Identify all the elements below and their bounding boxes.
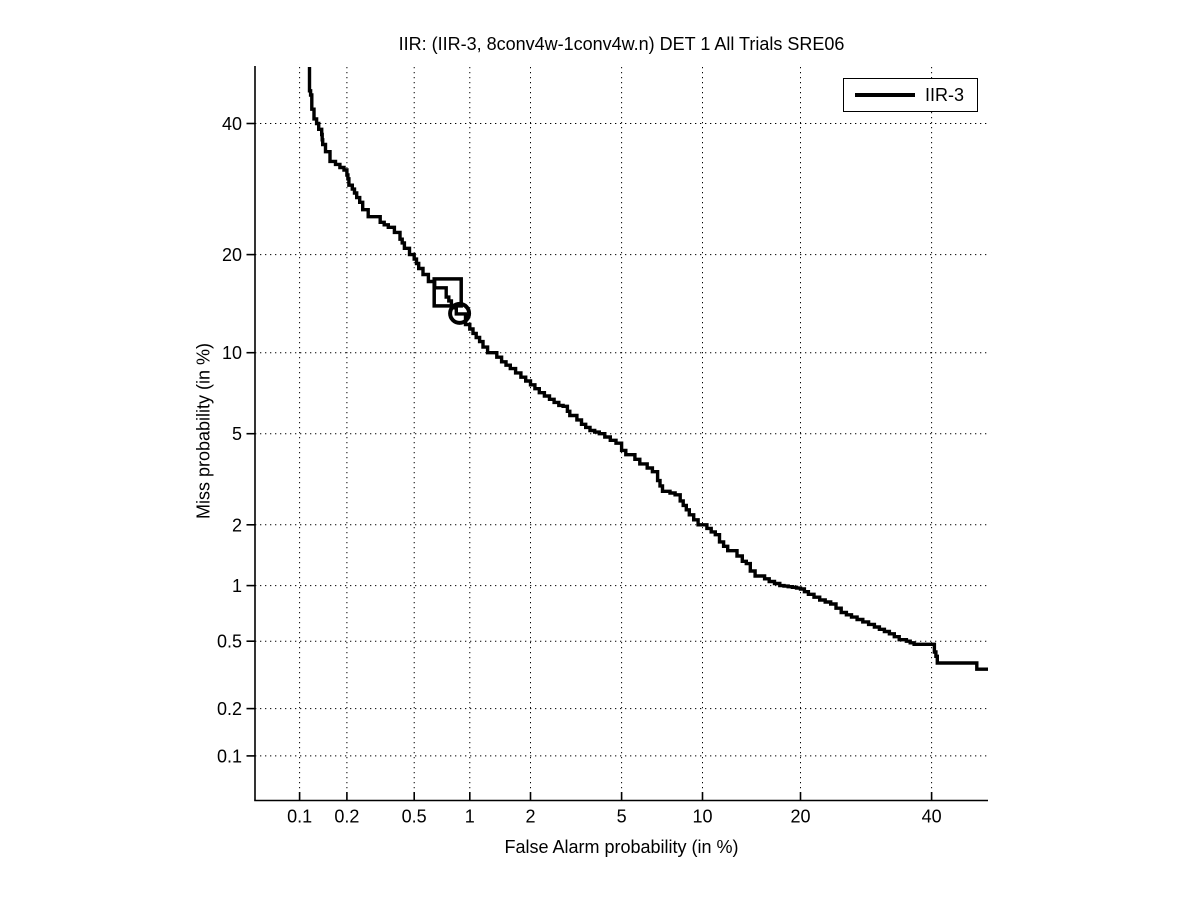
legend-line-sample	[855, 93, 915, 97]
x-tick-label-1: 1	[465, 807, 475, 827]
y-tick-label-0.1: 0.1	[217, 746, 242, 766]
y-tick-label-0.2: 0.2	[217, 699, 242, 719]
y-tick-label-10: 10	[222, 343, 242, 363]
x-tick-label-2: 2	[525, 807, 535, 827]
y-tick-label-5: 5	[232, 424, 242, 444]
circle-operating-point-marker	[448, 301, 472, 325]
square-operating-point-marker	[432, 277, 463, 308]
x-axis-label: False Alarm probability (in %)	[504, 837, 739, 857]
legend-entry-label: IIR-3	[925, 84, 965, 105]
x-tick-label-20: 20	[790, 807, 810, 827]
y-axis-label: Miss probability (in %)	[193, 342, 214, 520]
legend-box: IIR-3	[843, 78, 978, 112]
x-tick-label-10: 10	[692, 807, 712, 827]
y-tick-label-40: 40	[222, 114, 242, 134]
x-tick-label-0.1: 0.1	[287, 807, 312, 827]
y-tick-label-2: 2	[232, 515, 242, 535]
y-tick-label-1: 1	[232, 576, 242, 596]
y-tick-label-20: 20	[222, 245, 242, 265]
x-tick-label-0.2: 0.2	[334, 807, 359, 827]
chart-title: IIR: (IIR-3, 8conv4w-1conv4w.n) DET 1 Al…	[398, 34, 845, 54]
det-curve-iir-3	[307, 67, 988, 671]
x-tick-label-5: 5	[617, 807, 627, 827]
x-tick-label-40: 40	[922, 807, 942, 827]
x-tick-label-0.5: 0.5	[402, 807, 427, 827]
y-tick-label-0.5: 0.5	[217, 632, 242, 652]
